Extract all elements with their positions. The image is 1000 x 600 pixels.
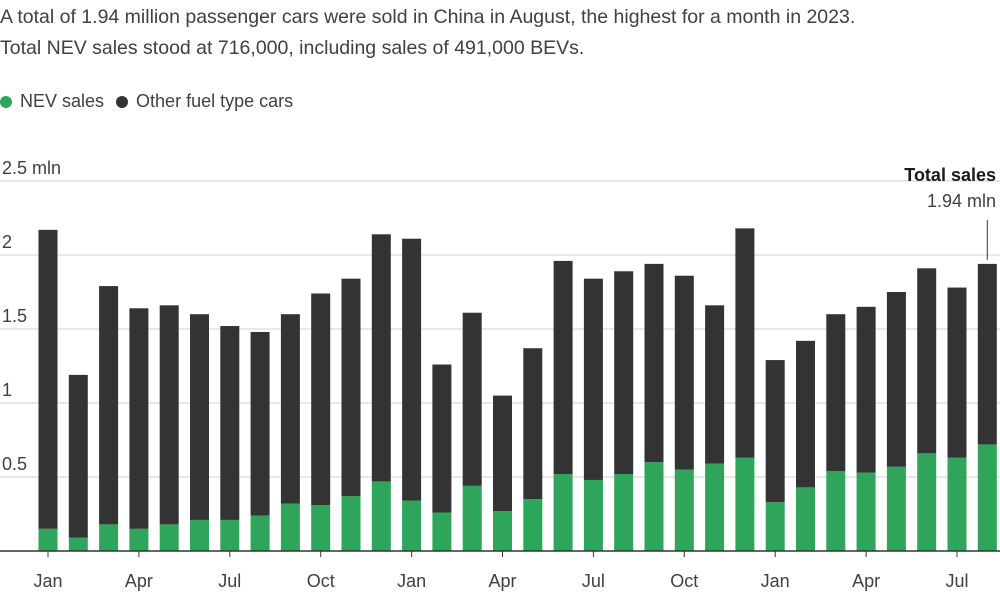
bar-segment-nev: [977, 444, 997, 551]
bar-segment-other: [856, 306, 876, 473]
bar-segment-nev: [99, 524, 119, 551]
x-tick-label: Jan: [33, 571, 62, 591]
legend-item-other: Other fuel type cars: [116, 91, 293, 112]
bar-segment-other: [432, 364, 452, 513]
bar-segment-other: [159, 305, 179, 525]
axes: 0.5 1 1.5 2 2.5 mln Jan Apr Jul Oct Jan Apr Jul Oct J…: [0, 158, 1000, 591]
y-tick-label: 2: [2, 232, 12, 252]
bar-segment-other: [644, 263, 664, 463]
x-tick-label: Jan: [761, 571, 790, 591]
annotation-title: Total sales: [904, 165, 996, 185]
x-tick-label: Jan: [397, 571, 426, 591]
x-tick-label: Apr: [488, 571, 516, 591]
bar-segment-nev: [735, 457, 755, 551]
bar-segment-other: [705, 305, 725, 464]
bar-segment-other: [220, 326, 240, 520]
x-tick-label: Jul: [582, 571, 605, 591]
x-tick-label: Jul: [218, 571, 241, 591]
bar-segment-other: [493, 395, 512, 512]
bar-segment-other: [402, 238, 422, 501]
y-tick-label: 0.5: [2, 454, 27, 474]
bar-segment-nev: [705, 463, 725, 551]
bar-segment-nev: [583, 479, 603, 551]
legend-label-nev: NEV sales: [20, 91, 105, 111]
bar-segment-nev: [311, 505, 331, 551]
x-tick-label: Jul: [945, 571, 968, 591]
bar-segment-other: [129, 308, 149, 529]
bar-segment-nev: [644, 462, 664, 551]
bar-segment-other: [250, 331, 270, 516]
bar-segment-other: [311, 293, 331, 506]
bar-segment-other: [38, 229, 58, 529]
y-tick-label: 1: [2, 380, 12, 400]
bar-segment-nev: [826, 471, 846, 551]
y-tick-label: 1.5: [2, 306, 27, 326]
bar-segment-nev: [947, 457, 967, 551]
bar-segment-other: [280, 314, 300, 504]
total-sales-annotation: Total sales 1.94 mln: [904, 165, 996, 260]
legend-label-other: Other fuel type cars: [136, 91, 294, 111]
bar-segment-other: [190, 314, 209, 520]
bar-segment-nev: [493, 511, 512, 551]
x-tick-label: Oct: [670, 571, 698, 591]
bar-segment-nev: [371, 481, 391, 551]
bar-segment-nev: [129, 528, 149, 551]
bar-segment-nev: [402, 500, 422, 551]
bar-segment-other: [553, 260, 573, 475]
bar-segment-other: [614, 271, 634, 475]
legend-swatch-nev: [0, 95, 12, 108]
chart-legend: NEV sales Other fuel type cars: [0, 91, 305, 112]
legend-swatch-other: [116, 95, 129, 108]
bar-segment-nev: [523, 499, 543, 551]
chart-subtitle: A total of 1.94 million passenger cars w…: [0, 2, 1000, 64]
bar-segment-other: [68, 374, 88, 538]
bar-segment-nev: [280, 503, 300, 551]
bar-segment-other: [523, 348, 543, 500]
annotation-value: 1.94 mln: [927, 191, 996, 211]
subtitle-line-2: Total NEV sales stood at 716,000, includ…: [0, 37, 585, 59]
bars: [38, 228, 997, 551]
bar-segment-other: [462, 312, 482, 486]
bar-segment-nev: [886, 466, 906, 551]
bar-segment-other: [341, 278, 361, 497]
bar-segment-nev: [432, 512, 452, 551]
x-tick-label: Oct: [307, 571, 335, 591]
bar-segment-nev: [614, 474, 634, 551]
bar-segment-other: [674, 275, 694, 470]
bar-segment-nev: [856, 472, 876, 551]
bar-segment-other: [977, 263, 997, 445]
bar-segment-other: [947, 287, 967, 458]
bar-segment-other: [735, 228, 755, 458]
bar-segment-nev: [220, 519, 240, 551]
bar-segment-other: [99, 286, 119, 525]
bar-segment-other: [826, 314, 846, 472]
bar-segment-other: [886, 292, 906, 467]
bar-segment-nev: [190, 519, 209, 551]
x-tick-label: Apr: [125, 571, 153, 591]
y-tick-label: 2.5 mln: [2, 158, 61, 178]
bar-segment-other: [917, 268, 937, 454]
bar-segment-nev: [341, 496, 361, 551]
bar-segment-nev: [462, 485, 482, 551]
bar-segment-nev: [553, 474, 573, 551]
bar-segment-nev: [674, 469, 694, 551]
bar-segment-nev: [38, 528, 58, 551]
bar-segment-other: [583, 278, 603, 480]
bar-segment-other: [796, 340, 815, 488]
legend-item-nev: NEV sales: [0, 91, 104, 112]
subtitle-line-1: A total of 1.94 million passenger cars w…: [0, 6, 856, 28]
bar-segment-nev: [796, 487, 815, 551]
bar-segment-nev: [250, 515, 270, 551]
bar-segment-nev: [765, 502, 785, 551]
bar-segment-nev: [68, 537, 88, 551]
x-tick-label: Apr: [852, 571, 880, 591]
bar-segment-other: [765, 360, 785, 503]
bar-segment-nev: [917, 453, 937, 551]
bar-segment-nev: [159, 524, 179, 551]
bar-segment-other: [371, 234, 391, 482]
